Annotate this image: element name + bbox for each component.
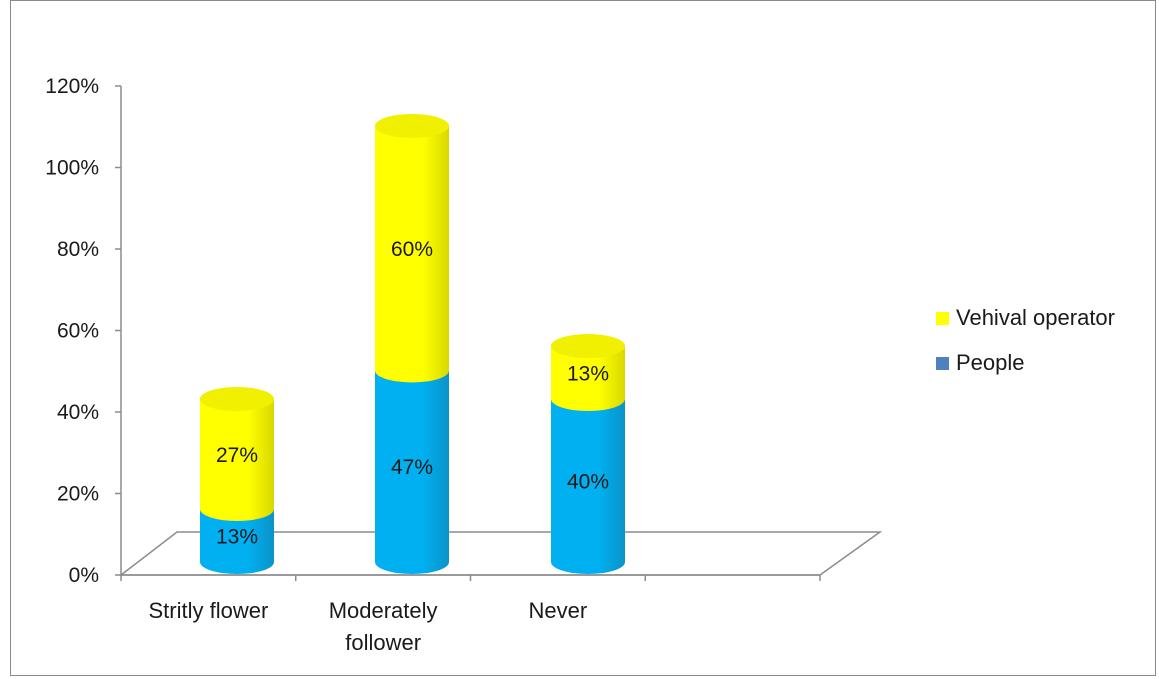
x-category-label: follower: [345, 630, 421, 655]
bar-vehival-operator-2: [551, 346, 625, 411]
bar-top-cap-0: [200, 387, 274, 411]
y-tick-label: 80%: [57, 238, 99, 261]
x-category-label: Never: [529, 598, 588, 623]
data-label: 47%: [391, 456, 433, 479]
data-label: 60%: [391, 238, 433, 261]
bar-people-1: [375, 370, 449, 574]
y-tick-label: 100%: [45, 157, 99, 180]
axes: 0% 20% 40% 60% 80% 100% 120% Stritly flower Mode…: [45, 75, 883, 655]
bar-top-cap-2: [551, 334, 625, 359]
bar-top-cap-1: [375, 113, 449, 138]
y-tick-label: 60%: [57, 320, 99, 343]
bar-vehival-operator-1: [375, 125, 449, 383]
legend-swatch: [936, 312, 949, 325]
data-label: 40%: [567, 471, 609, 494]
data-label: 13%: [567, 363, 609, 386]
y-tick-label: 40%: [57, 401, 99, 424]
bars: [200, 113, 625, 574]
y-tick-label: 20%: [57, 483, 99, 506]
x-category-label: Moderately: [329, 598, 438, 623]
legend-label: People: [956, 350, 1025, 375]
y-tick-label: 0%: [69, 564, 99, 587]
y-tick-label: 120%: [45, 75, 99, 98]
legend-label: Vehival operator: [956, 305, 1115, 330]
data-label: 27%: [216, 444, 258, 467]
bar-people-0: [200, 509, 274, 574]
data-label: 13%: [216, 526, 258, 549]
legend: Vehival operator People: [936, 305, 1115, 375]
bar-vehival-operator-0: [200, 399, 274, 522]
x-category-label: Stritly flower: [148, 598, 268, 623]
legend-swatch: [936, 357, 949, 370]
bar-people-2: [551, 399, 625, 574]
data-labels: 13% 27% 47% 60% 40% 13%: [216, 238, 609, 548]
